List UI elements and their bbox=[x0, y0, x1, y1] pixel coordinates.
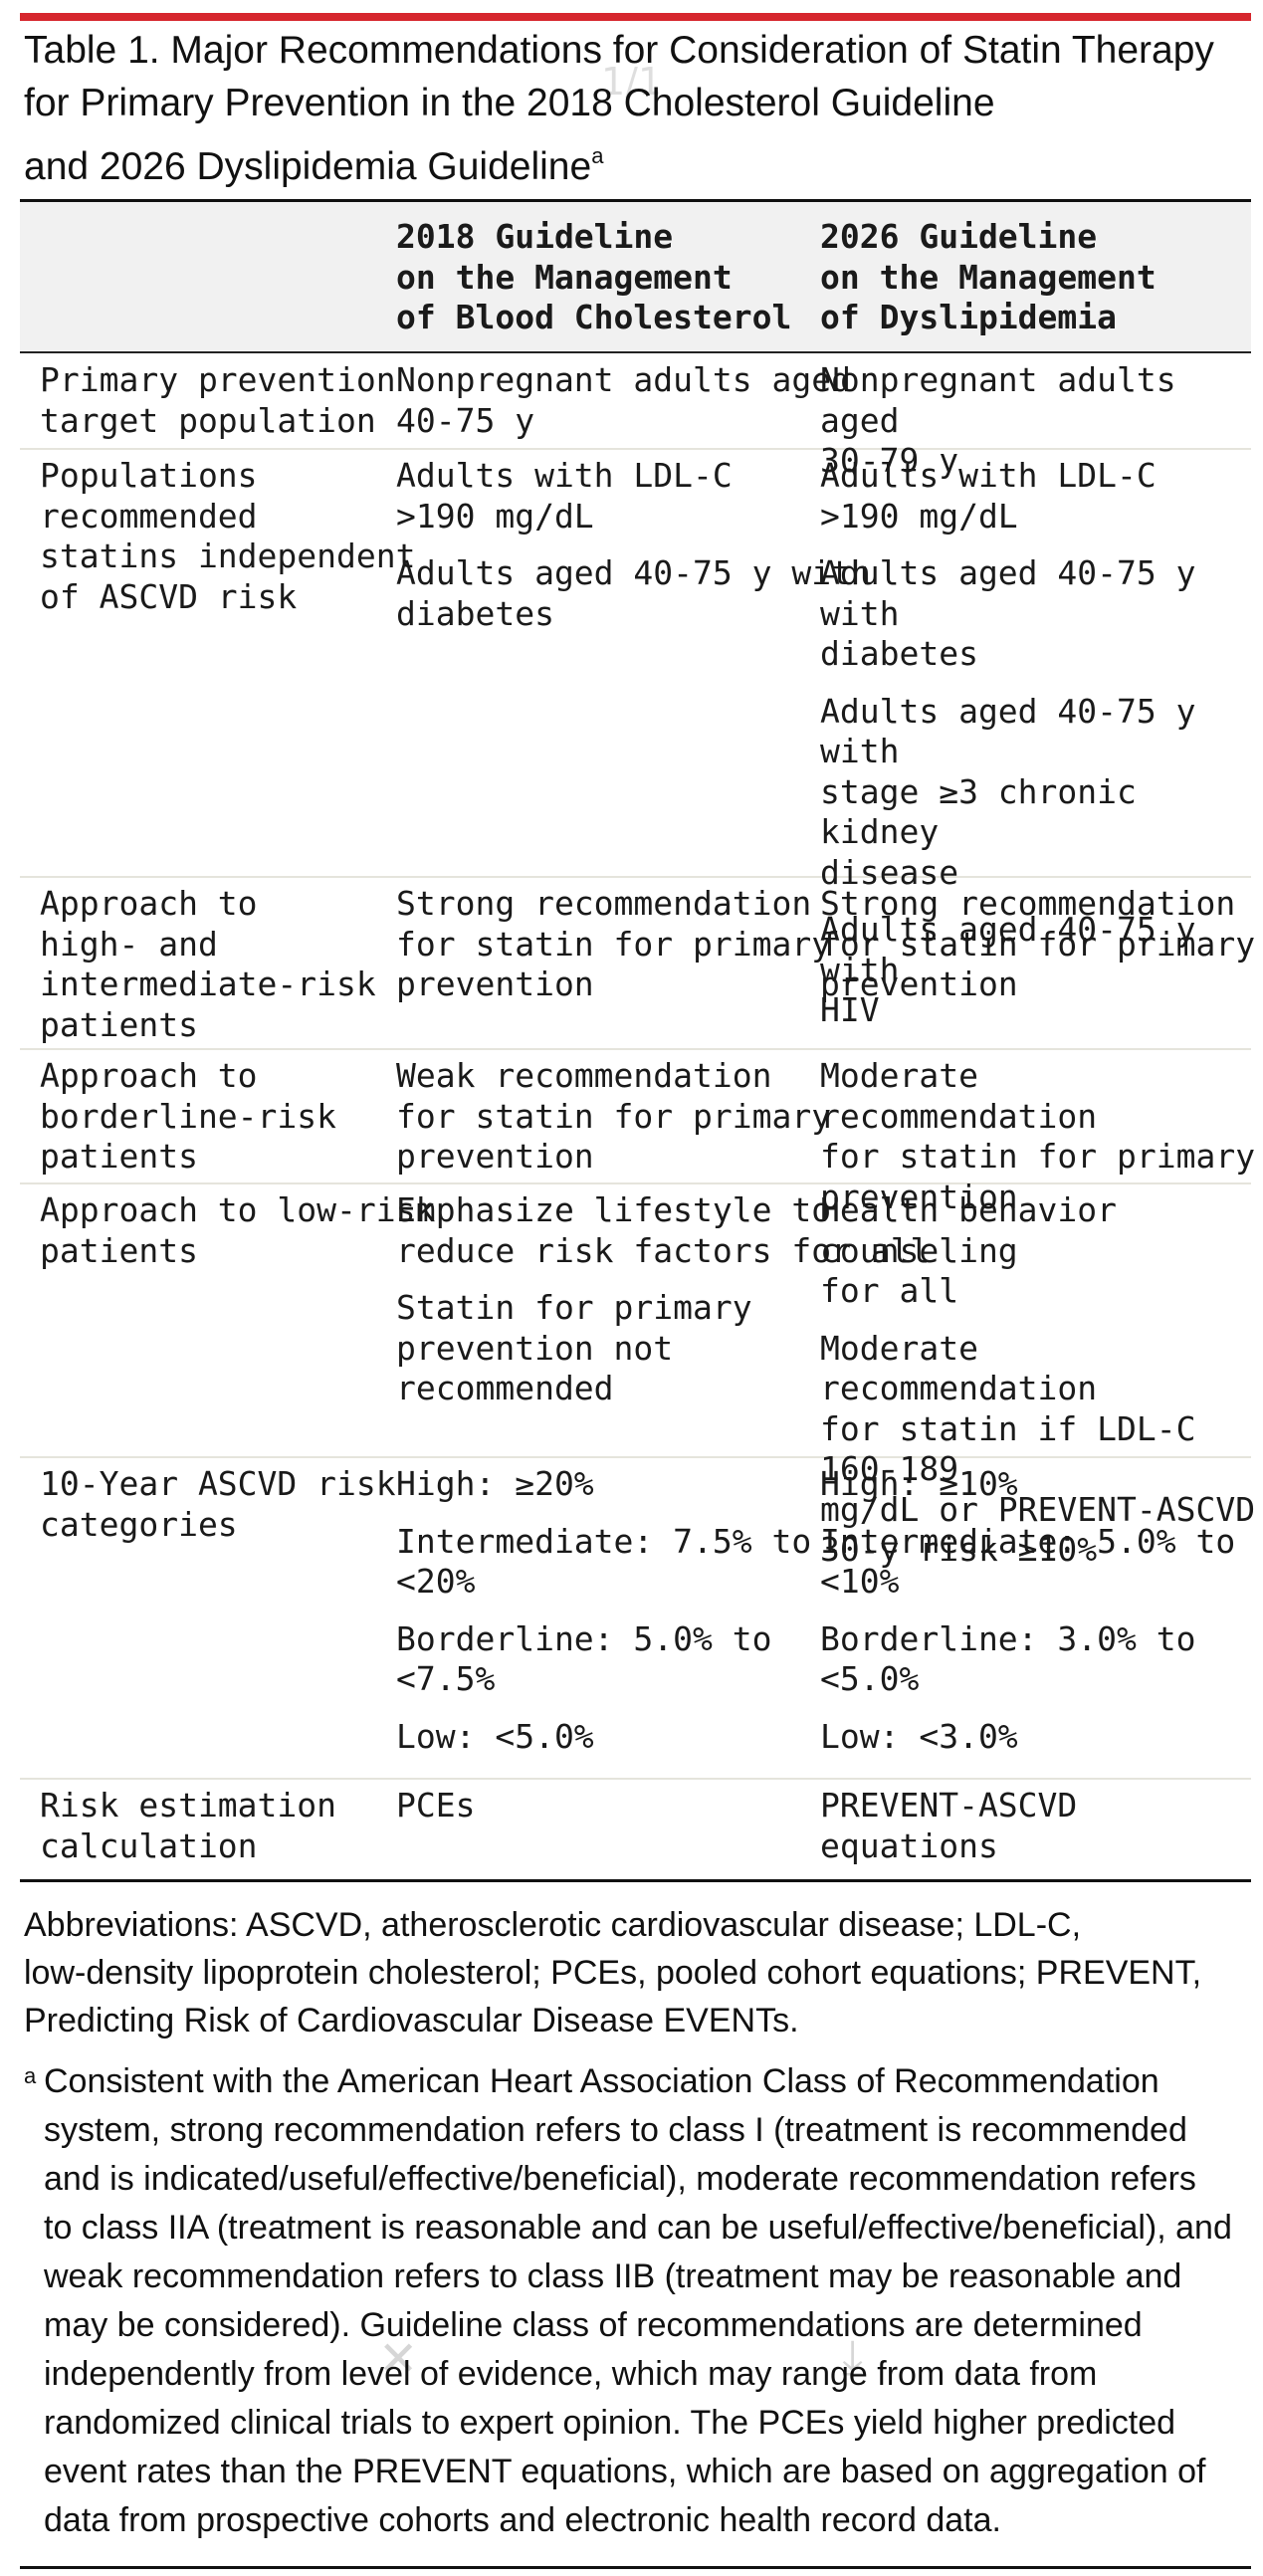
cell-2018: High: ≥20% Intermediate: 7.5% to <20% Bord… bbox=[396, 1464, 811, 1757]
row-label-text: Populations recommended statins independ… bbox=[40, 456, 416, 616]
cell-paragraph: High: ≥10% bbox=[820, 1464, 1018, 1503]
footnote-marker: a bbox=[24, 2063, 37, 2088]
cell-paragraph: Statin for primary prevention not recomm… bbox=[396, 1288, 752, 1407]
cell-paragraph: Borderline: 3.0% to <5.0% bbox=[820, 1618, 1196, 1699]
row-label: Primary prevention target population bbox=[40, 360, 396, 441]
cell-paragraph: High: ≥20% bbox=[396, 1464, 594, 1503]
cell-2018: PCEs bbox=[396, 1786, 475, 1826]
cell-paragraph: Intermediate: 7.5% to <20% bbox=[396, 1521, 812, 1602]
close-icon[interactable]: ✕ bbox=[378, 2331, 419, 2387]
row-label: Risk estimation calculation bbox=[40, 1786, 336, 1866]
row-label: Approach to high- and intermediate-risk … bbox=[40, 884, 376, 1045]
cell-paragraph: Health behavior counseling for all bbox=[820, 1190, 1118, 1310]
header-separator bbox=[20, 351, 1251, 353]
cell-paragraph: Adults aged 40-75 y with diabetes bbox=[396, 553, 871, 633]
cell-paragraph: Borderline: 5.0% to <7.5% bbox=[396, 1618, 772, 1699]
cell-2018: Strong recommendation for statin for pri… bbox=[396, 884, 831, 1005]
cell-2026: Adults with LDL-C >190 mg/dL Adults aged … bbox=[820, 456, 1263, 1031]
row-label-text: Approach to high- and intermediate-risk … bbox=[40, 884, 376, 1044]
row-separator bbox=[20, 1048, 1251, 1050]
cell-2018: Nonpregnant adults aged 40-75 y bbox=[396, 360, 851, 441]
row-separator bbox=[20, 1182, 1251, 1184]
row-label: Approach to borderline-risk patients bbox=[40, 1056, 336, 1178]
row-separator bbox=[20, 1456, 1251, 1458]
cell-paragraph: Adults aged 40-75 y with diabetes bbox=[820, 553, 1196, 673]
footnote-text: Consistent with the American Heart Assoc… bbox=[44, 2062, 1232, 2539]
cell-paragraph: Adults with LDL-C >190 mg/dL bbox=[396, 456, 733, 536]
row-label-text: Approach to low-risk patients bbox=[40, 1190, 436, 1270]
cell-paragraph: Adults aged 40-75 y with HIV bbox=[820, 910, 1196, 1029]
cell-paragraph: Weak recommendation for statin for prima… bbox=[396, 1056, 832, 1176]
cell-paragraph: Moderate recommendation for statin for p… bbox=[820, 1056, 1256, 1216]
row-label: 10-Year ASCVD risk categories bbox=[40, 1464, 396, 1545]
table-bottom-rule bbox=[20, 1879, 1251, 1882]
cell-paragraph: Emphasize lifestyle to reduce risk facto… bbox=[396, 1190, 931, 1270]
cell-2026: High: ≥10% Intermediate: 5.0% to <10% Bord… bbox=[820, 1464, 1263, 1757]
cell-paragraph: Nonpregnant adults aged 30-79 y bbox=[820, 360, 1176, 480]
top-accent-rule bbox=[20, 13, 1251, 21]
cell-paragraph: PREVENT-ASCVD equations bbox=[820, 1786, 1078, 1865]
cell-paragraph: Strong recommendation for statin for pri… bbox=[396, 884, 832, 1003]
cell-paragraph: PCEs bbox=[396, 1786, 476, 1825]
cell-2026: Moderate recommendation for statin for p… bbox=[820, 1056, 1263, 1217]
cell-paragraph: Nonpregnant adults aged 40-75 y bbox=[396, 360, 851, 440]
cell-paragraph: Strong recommendation for statin for pri… bbox=[820, 884, 1256, 1003]
bottom-rule bbox=[20, 2566, 1251, 2569]
cell-2026: Nonpregnant adults aged 30-79 y bbox=[820, 360, 1263, 482]
download-icon[interactable]: ⤓ bbox=[842, 2329, 864, 2385]
cell-2026: Health behavior counseling for all Modera… bbox=[820, 1190, 1263, 1571]
abbreviations-note: Abbreviations: ASCVD, atherosclerotic ca… bbox=[24, 1906, 1202, 2039]
table-title-text: Table 1. Major Recommendations for Consi… bbox=[24, 29, 1214, 188]
cell-2026: Strong recommendation for statin for pri… bbox=[820, 884, 1255, 1005]
column-header-2018: 2018 Guideline on the Management of Bloo… bbox=[396, 217, 792, 336]
cell-paragraph: Adults aged 40-75 y with stage ≥3 chroni… bbox=[820, 691, 1196, 892]
cell-paragraph: Low: <5.0% bbox=[396, 1716, 594, 1756]
cell-paragraph: Adults with LDL-C >190 mg/dL bbox=[820, 456, 1157, 536]
page-indicator: 1/1 bbox=[601, 60, 663, 104]
row-separator bbox=[20, 876, 1251, 878]
row-separator bbox=[20, 1778, 1251, 1780]
title-footnote-marker: a bbox=[591, 143, 604, 168]
row-label: Populations recommended statins independ… bbox=[40, 456, 416, 617]
cell-2018: Adults with LDL-C >190 mg/dL Adults aged … bbox=[396, 456, 871, 634]
cell-paragraph: Low: <3.0% bbox=[820, 1716, 1018, 1756]
table-header-band bbox=[20, 202, 1251, 351]
row-label-text: Primary prevention target population bbox=[40, 360, 396, 440]
cell-2018: Emphasize lifestyle to reduce risk facto… bbox=[396, 1190, 930, 1409]
row-separator bbox=[20, 448, 1251, 450]
row-label-text: Approach to borderline-risk patients bbox=[40, 1056, 337, 1176]
footnote: a Consistent with the American Heart Ass… bbox=[24, 2057, 1248, 2545]
cell-paragraph: Moderate recommendation for statin if LD… bbox=[820, 1328, 1256, 1570]
cell-2018: Weak recommendation for statin for prima… bbox=[396, 1056, 831, 1178]
cell-2026: PREVENT-ASCVD equations bbox=[820, 1786, 1263, 1866]
row-label-text: Risk estimation calculation bbox=[40, 1786, 337, 1865]
column-header-2026: 2026 Guideline on the Management of Dysl… bbox=[820, 217, 1157, 336]
cell-paragraph: Intermediate: 5.0% to <10% bbox=[820, 1521, 1236, 1602]
row-label: Approach to low-risk patients bbox=[40, 1190, 435, 1271]
table-top-rule bbox=[20, 199, 1251, 202]
table-title: Table 1. Major Recommendations for Consi… bbox=[24, 24, 1243, 193]
row-label-text: 10-Year ASCVD risk categories bbox=[40, 1464, 396, 1544]
